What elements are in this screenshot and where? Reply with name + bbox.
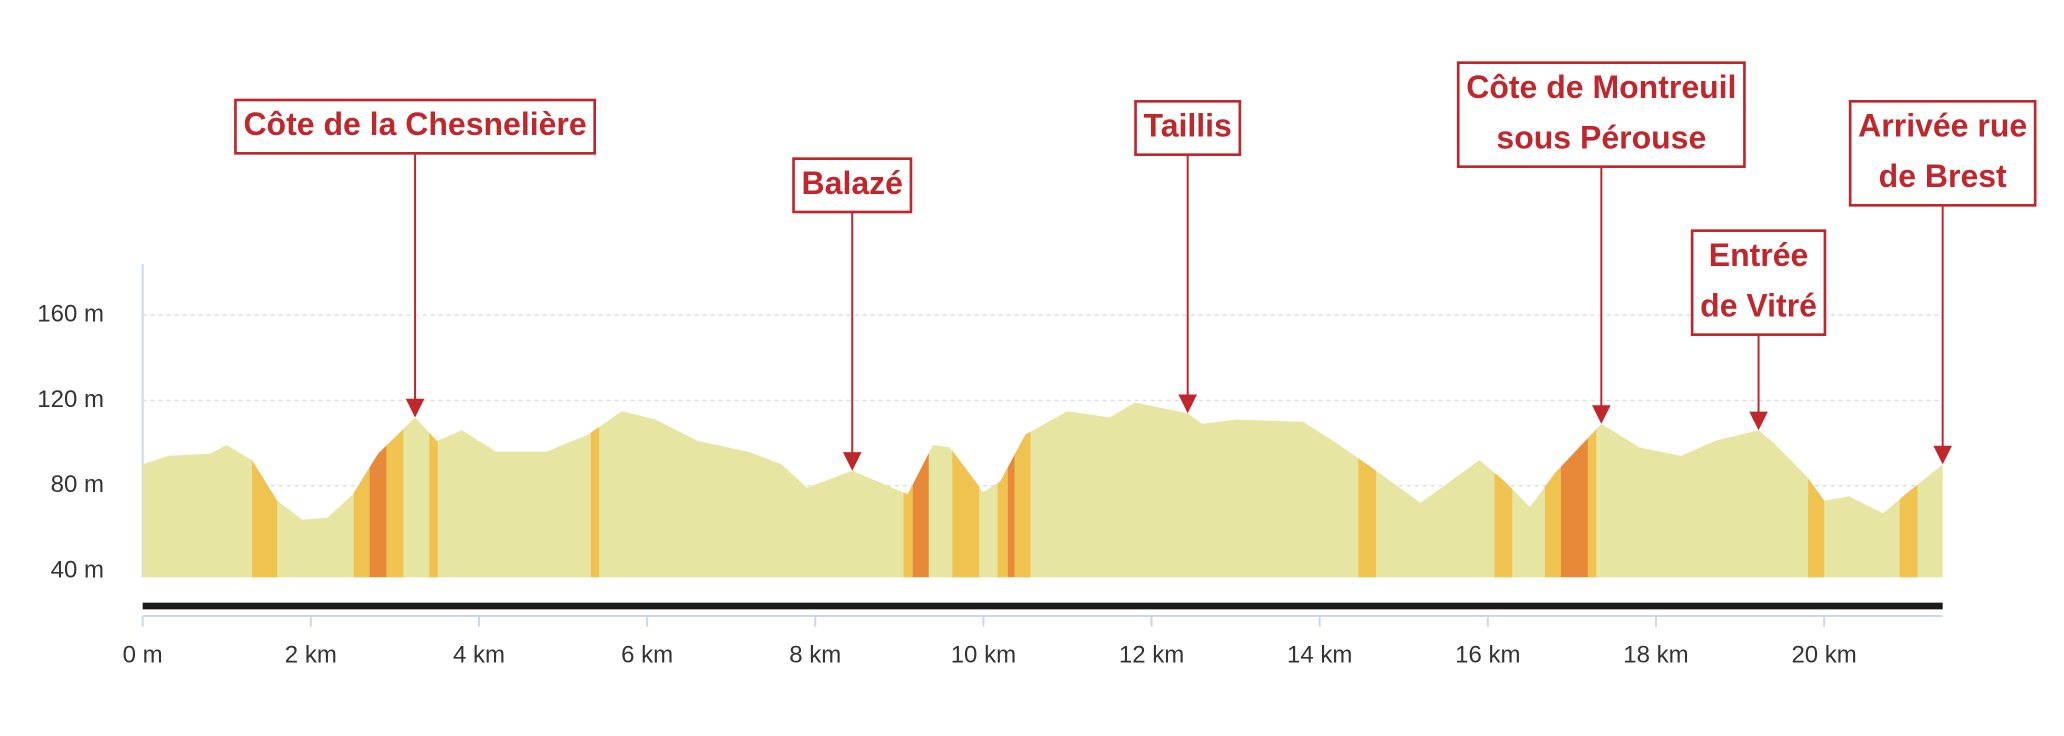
annotation-label: sous Pérouse bbox=[1496, 119, 1706, 155]
x-tick-label: 18 km bbox=[1623, 641, 1688, 668]
slope-segment bbox=[912, 402, 929, 578]
x-tick-label: 14 km bbox=[1287, 641, 1352, 668]
annotation-label: de Brest bbox=[1879, 158, 2007, 194]
x-tick-label: 16 km bbox=[1455, 641, 1520, 668]
slope-segment bbox=[952, 402, 980, 578]
slope-segment bbox=[590, 402, 600, 578]
annotation-label: Côte de Montreuil bbox=[1466, 69, 1736, 105]
annotation-box bbox=[1690, 229, 1827, 336]
x-tick-label: 4 km bbox=[453, 641, 505, 668]
x-tick-label: 12 km bbox=[1119, 641, 1184, 668]
annotation-label: de Vitré bbox=[1700, 287, 1817, 323]
slope-segment bbox=[1358, 402, 1377, 578]
annotation: Balazé bbox=[792, 157, 913, 471]
annotation-label: Balazé bbox=[802, 165, 903, 201]
annotation: Côte de Montreuil sous Pérouse bbox=[1456, 61, 1746, 424]
slope-segment bbox=[1899, 402, 1918, 578]
x-tick-label: 6 km bbox=[621, 641, 673, 668]
annotation-box bbox=[234, 98, 597, 155]
annotation-arrowhead bbox=[1933, 445, 1952, 465]
annotation-arrowhead bbox=[1749, 411, 1768, 431]
y-tick-label: 40 m bbox=[51, 556, 104, 583]
slope-segment bbox=[1545, 402, 1561, 578]
annotation: Arrivée rue de Brest bbox=[1848, 99, 2037, 465]
slope-segment bbox=[1587, 402, 1597, 578]
annotation-label: Entrée bbox=[1709, 237, 1809, 273]
slope-segment bbox=[1560, 402, 1588, 578]
slope-segment bbox=[353, 402, 370, 578]
y-tick-label: 80 m bbox=[51, 471, 104, 498]
slope-segment bbox=[386, 402, 404, 578]
slope-segment bbox=[429, 402, 438, 578]
annotation-arrowhead bbox=[1591, 405, 1611, 424]
x-tick-label: 0 m bbox=[123, 641, 163, 668]
slope-segment bbox=[997, 402, 1008, 578]
y-tick-label: 160 m bbox=[37, 301, 104, 328]
annotation: Entrée de Vitré bbox=[1690, 229, 1827, 431]
slope-segment bbox=[251, 402, 278, 578]
annotation-arrowhead bbox=[1178, 394, 1198, 414]
slope-segment bbox=[1007, 402, 1015, 578]
annotation: Taillis bbox=[1134, 100, 1242, 414]
annotation-box bbox=[1848, 99, 2037, 207]
annotation: Côte de la Chesnelière bbox=[234, 98, 597, 418]
annotation-label: Arrivée rue bbox=[1858, 107, 2027, 143]
annotation-box bbox=[792, 157, 913, 214]
x-tick-label: 10 km bbox=[951, 641, 1016, 668]
annotation-label: Côte de la Chesnelière bbox=[243, 106, 586, 142]
slope-segment bbox=[1494, 402, 1513, 578]
route-bar bbox=[142, 602, 1943, 610]
y-tick-label: 120 m bbox=[37, 386, 104, 413]
x-tick-label: 8 km bbox=[789, 641, 841, 668]
x-tick-label: 20 km bbox=[1791, 641, 1856, 668]
slope-segment bbox=[369, 402, 387, 578]
annotation-arrowhead bbox=[842, 452, 862, 471]
annotation-arrowhead bbox=[405, 398, 425, 418]
annotation-label: Taillis bbox=[1144, 107, 1232, 143]
x-tick-label: 2 km bbox=[285, 641, 337, 668]
slope-segment bbox=[1014, 402, 1031, 578]
elevation-area bbox=[142, 402, 1943, 578]
slope-segment bbox=[903, 402, 913, 578]
